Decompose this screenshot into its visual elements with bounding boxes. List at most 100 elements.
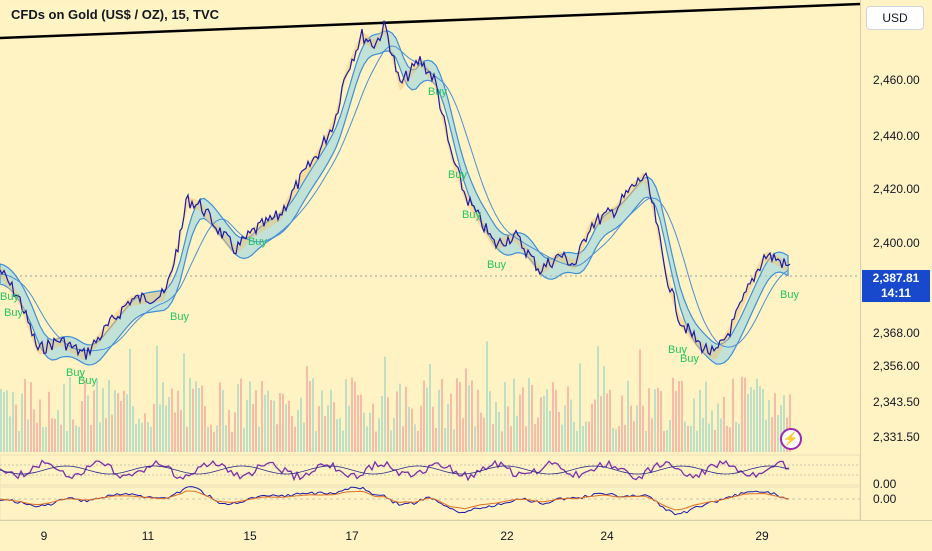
volume-bar	[294, 426, 296, 452]
volume-bar	[399, 383, 401, 452]
buy-signal-label: Buy	[680, 353, 699, 365]
buy-signal-label: Buy	[428, 86, 447, 98]
time-tick: 22	[500, 529, 514, 543]
volume-bar	[717, 403, 719, 452]
volume-bar	[432, 406, 434, 452]
volume-bar	[171, 388, 173, 452]
volume-bar	[234, 412, 236, 452]
volume-bar	[321, 390, 323, 452]
volume-bar	[525, 426, 527, 452]
volume-bar	[588, 421, 590, 452]
volume-bar	[585, 421, 587, 452]
volume-bar	[453, 429, 455, 452]
price-tick: 2,356.00	[873, 359, 920, 373]
volume-bar	[459, 382, 461, 452]
volume-bar	[684, 421, 686, 452]
volume-bar	[735, 421, 737, 452]
volume-bar	[444, 428, 446, 452]
volume-bar	[552, 382, 554, 452]
volume-bar	[603, 366, 605, 452]
volume-bar	[636, 405, 638, 452]
volume-bar	[402, 426, 404, 452]
volume-bar	[54, 418, 56, 452]
lightning-icon[interactable]: ⚡	[780, 428, 802, 450]
volume-bar	[27, 419, 29, 452]
volume-bar	[408, 406, 410, 452]
volume-bar	[648, 388, 650, 452]
volume-bar	[357, 394, 359, 452]
volume-bar	[423, 380, 425, 452]
volume-bar	[483, 417, 485, 452]
volume-bar	[0, 389, 2, 452]
volume-bar	[495, 401, 497, 452]
volume-bar	[48, 391, 50, 452]
volume-bar	[474, 426, 476, 452]
volume-bar	[591, 403, 593, 452]
buy-signal-label: Buy	[462, 209, 481, 221]
volume-bar	[609, 389, 611, 452]
buy-signal-label: Buy	[448, 169, 467, 181]
volume-bar	[135, 423, 137, 452]
volume-bar	[303, 422, 305, 452]
time-tick: 9	[40, 529, 48, 543]
volume-bar	[324, 416, 326, 452]
volume-bar	[630, 405, 632, 452]
buy-signal-label: Buy	[170, 311, 189, 323]
volume-bar	[147, 422, 149, 452]
price-axis[interactable]: 2,460.00 2,440.00 2,420.00 2,400.00 2,36…	[860, 0, 932, 520]
volume-bar	[117, 393, 119, 452]
volume-bar	[594, 399, 596, 452]
volume-bar	[183, 353, 185, 452]
volume-bar	[213, 431, 215, 452]
volume-bar	[723, 396, 725, 452]
currency-button[interactable]: USD	[866, 6, 924, 30]
volume-bar	[549, 410, 551, 452]
volume-bar	[300, 397, 302, 452]
volume-bar	[678, 381, 680, 452]
volume-bar	[219, 382, 221, 452]
volume-bar	[651, 418, 653, 452]
volume-bar	[87, 395, 89, 452]
buy-signal-label: Buy	[780, 289, 799, 301]
volume-bar	[405, 386, 407, 452]
volume-bar	[771, 417, 773, 452]
volume-bar	[540, 397, 542, 452]
volume-bar	[570, 399, 572, 452]
volume-bar	[30, 382, 32, 452]
rsi-line	[0, 459, 790, 482]
volume-bar	[429, 363, 431, 452]
volume-bar	[765, 419, 767, 452]
volume-bar	[543, 395, 545, 452]
volume-bar	[744, 377, 746, 452]
volume-bar	[426, 387, 428, 452]
volume-bar	[126, 394, 128, 452]
volume-bar	[435, 427, 437, 452]
volume-bar	[240, 378, 242, 452]
macd-signal-line	[0, 490, 790, 511]
volume-bars	[0, 341, 791, 452]
volume-bar	[195, 381, 197, 452]
volume-bar	[60, 424, 62, 452]
volume-bar	[270, 400, 272, 452]
volume-bar	[615, 429, 617, 452]
volume-bar	[186, 426, 188, 452]
volume-bar	[696, 430, 698, 452]
time-axis[interactable]: 9 11 15 17 22 24 29	[0, 520, 932, 551]
trend-line[interactable]	[0, 2, 860, 40]
volume-bar	[639, 349, 641, 452]
volume-bar	[156, 345, 158, 452]
volume-bar	[612, 427, 614, 452]
volume-bar	[153, 403, 155, 452]
volume-bar	[360, 394, 362, 452]
volume-bar	[753, 389, 755, 452]
volume-bar	[180, 410, 182, 452]
volume-bar	[246, 400, 248, 452]
volume-bar	[306, 366, 308, 452]
volume-bar	[351, 377, 353, 452]
volume-bar	[747, 393, 749, 452]
volume-bar	[606, 393, 608, 452]
volume-bar	[789, 394, 791, 452]
volume-bar	[192, 388, 194, 452]
volume-bar	[108, 379, 110, 452]
